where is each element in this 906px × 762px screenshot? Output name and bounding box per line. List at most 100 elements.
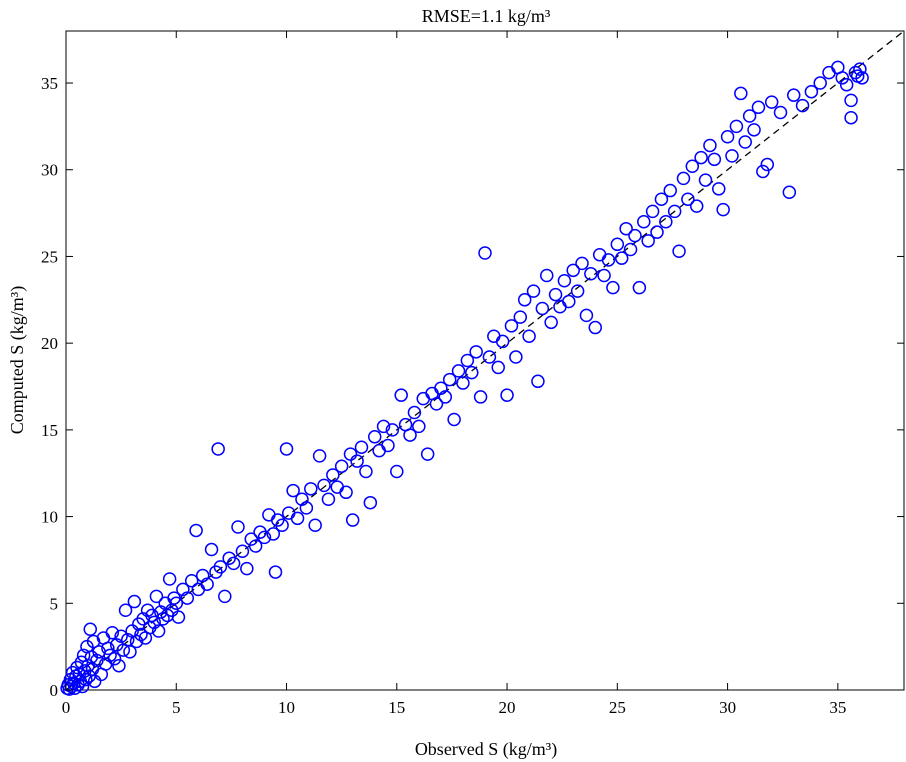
data-point [268,565,283,579]
data-point [628,228,642,243]
data-point [487,329,501,343]
data-point [548,287,563,302]
data-point [262,508,276,522]
plot-frame [65,30,905,691]
data-point [526,284,541,298]
data-point [469,345,483,359]
data-point [535,301,550,316]
data-point [390,464,404,479]
data-point [416,391,431,406]
data-point [240,561,254,576]
data-point [407,405,422,420]
data-point [491,360,505,375]
data-points [60,60,869,696]
data-point [345,513,360,527]
data-point [156,612,170,626]
x-tick-label: 0 [62,698,71,717]
data-point [363,495,378,510]
data-point [623,242,638,257]
data-point [663,183,677,198]
data-point [584,267,598,281]
data-point [442,372,457,387]
data-point [517,293,532,307]
data-point [782,185,797,200]
data-point [672,244,686,258]
data-point [107,652,122,666]
data-point [343,447,358,461]
data-point [200,577,214,591]
data-point [839,78,854,92]
data-point [685,159,700,174]
y-tick-label: 35 [41,74,58,93]
data-point [134,627,148,642]
data-point [114,629,128,643]
data-point [86,634,101,649]
data-point [317,478,331,493]
data-point [321,492,336,506]
data-point [835,71,850,85]
data-point [795,98,810,113]
data-point [231,520,245,534]
data-point [650,225,664,239]
data-point [286,483,300,498]
data-point [570,284,585,298]
data-point [103,648,117,663]
data-point [70,660,84,675]
data-point [606,280,620,295]
data-point [855,71,869,85]
x-tick-label: 30 [719,698,736,717]
data-point [844,110,858,125]
data-point [151,624,166,638]
chart-title: RMSE=1.1 kg/m³ [422,6,551,26]
data-point [654,192,669,206]
data-point [279,442,294,456]
data-point [180,591,195,605]
x-axis-title: Observed S (kg/m³) [415,739,557,760]
data-point [75,679,90,694]
data-point [478,246,492,260]
data-point [149,589,164,604]
y-tick-label: 30 [41,161,58,180]
data-point [83,622,98,637]
data-point [169,596,184,611]
data-point [211,442,225,456]
data-point [372,443,386,458]
data-point [544,315,558,330]
data-point [742,109,757,123]
y-tick-label: 5 [50,594,59,613]
data-point [244,532,258,546]
y-tick-label: 10 [41,508,58,527]
data-point [751,100,766,115]
data-point [694,150,708,165]
x-tick-label: 10 [278,698,295,717]
data-point [308,518,322,532]
data-point [359,464,373,479]
data-point [204,542,219,557]
data-point [412,419,426,434]
data-point [350,454,364,468]
data-point [385,423,400,437]
data-point [123,645,137,659]
data-point [304,482,318,496]
y-tick-label: 20 [41,334,58,353]
data-point [689,199,704,213]
data-point [676,171,691,186]
y-axis-ticks: 0 5 10 15 20 25 30 35 [41,74,904,700]
data-point [822,65,836,80]
data-point [456,376,470,390]
data-point [531,374,545,389]
data-point [764,95,779,109]
data-point [500,388,514,402]
data-point [184,573,199,588]
data-point [226,556,241,571]
data-point [703,138,717,153]
data-point [473,390,488,404]
data-point [597,268,611,283]
y-tick-label: 0 [50,681,59,700]
data-point [90,653,104,668]
data-point [738,135,752,149]
data-point [403,428,417,442]
x-tick-label: 25 [609,698,626,717]
data-point [698,173,713,187]
data-point [637,215,651,229]
